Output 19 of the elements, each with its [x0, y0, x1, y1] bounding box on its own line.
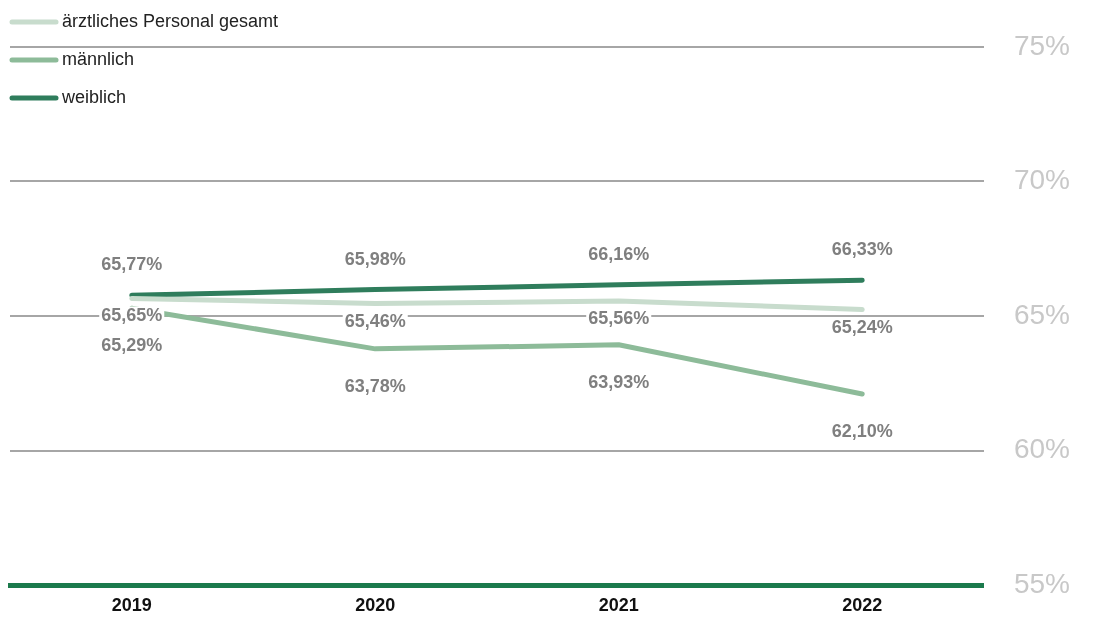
data-label: 65,46%	[344, 310, 406, 331]
data-label: 65,24%	[831, 316, 893, 337]
legend-label: ärztliches Personal gesamt	[62, 10, 279, 31]
legend-label: weiblich	[61, 86, 127, 107]
x-tick-label: 2021	[598, 594, 639, 615]
data-label: 65,65%	[101, 305, 163, 326]
data-label: 63,93%	[588, 371, 650, 392]
x-tick-label: 2020	[355, 594, 396, 615]
data-label: 65,56%	[588, 307, 650, 328]
data-label: 62,10%	[831, 421, 893, 442]
data-label: 65,29%	[101, 335, 163, 356]
data-label: 66,33%	[831, 239, 893, 260]
x-tick-label: 2022	[842, 594, 883, 615]
data-label: 65,98%	[344, 248, 406, 269]
legend-label: männlich	[62, 48, 135, 69]
data-label: 65,77%	[101, 254, 163, 275]
x-tick-label: 2019	[111, 594, 152, 615]
data-label: 63,78%	[344, 375, 406, 396]
data-label: 66,16%	[588, 243, 650, 264]
